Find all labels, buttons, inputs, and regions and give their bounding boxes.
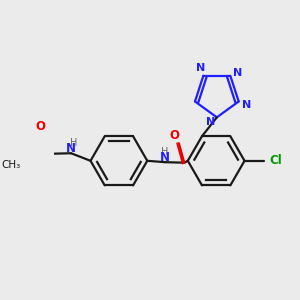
Text: N: N — [242, 100, 251, 110]
Text: N: N — [160, 151, 170, 164]
Text: O: O — [170, 129, 180, 142]
Text: H: H — [161, 147, 169, 157]
Text: Cl: Cl — [269, 154, 282, 167]
Text: N: N — [233, 68, 242, 77]
Text: CH₃: CH₃ — [1, 160, 21, 170]
Text: N: N — [66, 142, 76, 155]
Text: N: N — [206, 117, 215, 127]
Text: O: O — [35, 120, 45, 133]
Text: H: H — [70, 138, 77, 148]
Text: N: N — [196, 63, 205, 73]
